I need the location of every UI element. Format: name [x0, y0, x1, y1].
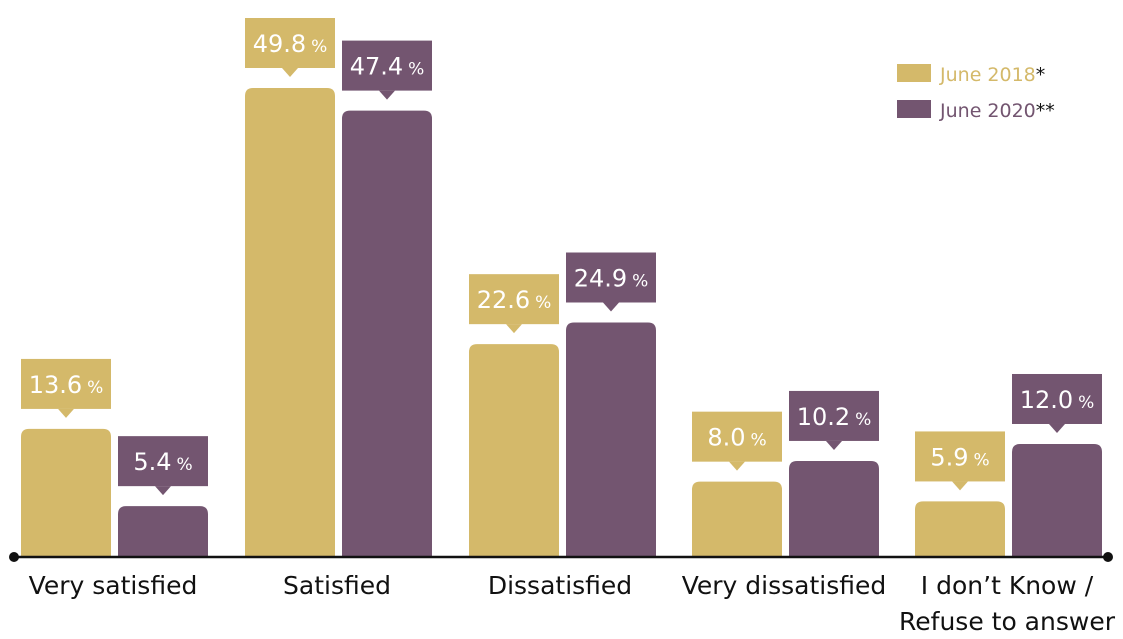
category-label-i-don-t-know-refuse-to-answer: I don’t Know / Refuse to answer — [899, 571, 1116, 636]
data-label-text: 47.4% — [350, 53, 425, 81]
data-label-unit: % — [974, 450, 990, 470]
data-label-pointer — [155, 486, 171, 496]
legend-series-name: June 2020 — [939, 100, 1036, 122]
data-label-unit: % — [632, 272, 648, 292]
data-label-unit: % — [1078, 393, 1094, 413]
data-label-pointer — [506, 324, 522, 334]
data-label-box — [566, 252, 656, 303]
data-label-june-2020-i-don-t-know-refuse-to-answer: 12.0% — [1012, 373, 1102, 433]
data-label-box — [789, 390, 879, 441]
data-label-text: 12.0% — [1020, 386, 1095, 414]
x-axis-left-end-dot — [9, 552, 19, 562]
data-label-june-2020-very-satisfied: 5.4% — [118, 436, 208, 496]
legend-footnote-marker: * — [1036, 64, 1046, 86]
data-label-box — [245, 18, 335, 68]
data-label-value: 8.0 — [707, 424, 745, 452]
data-label-text: 13.6% — [29, 371, 104, 399]
bar-june-2018-very-dissatisfied — [692, 481, 782, 557]
data-label-value: 5.9 — [930, 443, 968, 471]
data-label-pointer — [603, 302, 619, 312]
data-label-box — [469, 274, 559, 325]
data-label-unit: % — [751, 431, 767, 451]
data-label-june-2020-dissatisfied: 24.9% — [566, 252, 656, 312]
bar-june-2020-very-dissatisfied — [789, 460, 879, 557]
category-label-line: Refuse to answer — [899, 607, 1116, 636]
category-label-line: Dissatisfied — [488, 571, 632, 600]
bars-layer — [21, 88, 1102, 557]
x-axis-right-end-dot — [1103, 552, 1113, 562]
data-label-box — [692, 411, 782, 462]
data-label-value: 49.8 — [253, 30, 306, 58]
bar-june-2018-dissatisfied — [469, 344, 559, 557]
legend: June 2018*June 2020** — [897, 64, 1055, 122]
data-label-text: 5.9% — [930, 443, 989, 471]
data-label-unit: % — [408, 60, 424, 80]
data-label-pointer — [379, 90, 395, 100]
data-label-june-2018-satisfied: 49.8% — [245, 18, 335, 77]
category-label-line: Very satisfied — [29, 571, 198, 600]
legend-series-name: June 2018 — [939, 64, 1036, 86]
data-label-box — [118, 436, 208, 487]
data-label-unit: % — [177, 455, 193, 475]
data-label-text: 10.2% — [797, 403, 872, 431]
legend-swatch — [897, 100, 931, 118]
data-label-value: 22.6 — [477, 286, 530, 314]
data-label-unit: % — [855, 410, 871, 430]
data-label-pointer — [282, 68, 298, 77]
data-label-pointer — [58, 408, 74, 418]
bar-june-2020-satisfied — [342, 110, 432, 557]
data-label-value: 12.0 — [1020, 386, 1073, 414]
category-labels: Very satisfied Satisfied Dissatisfied Very … — [29, 571, 1116, 636]
data-label-unit: % — [535, 293, 551, 313]
legend-item-june-2020: June 2020** — [897, 100, 1055, 122]
bar-june-2020-dissatisfied — [566, 322, 656, 557]
category-label-satisfied: Satisfied — [283, 571, 391, 600]
category-label-dissatisfied: Dissatisfied — [488, 571, 632, 600]
legend-item-june-2018: June 2018* — [897, 64, 1045, 86]
data-label-value: 10.2 — [797, 403, 850, 431]
data-label-pointer — [729, 461, 745, 471]
data-label-text: 49.8% — [253, 30, 328, 58]
data-label-june-2020-very-dissatisfied: 10.2% — [789, 390, 879, 450]
data-label-value: 47.4 — [350, 53, 403, 81]
data-label-june-2018-i-don-t-know-refuse-to-answer: 5.9% — [915, 431, 1005, 491]
data-label-value: 13.6 — [29, 371, 82, 399]
data-label-box — [342, 40, 432, 91]
data-label-text: 24.9% — [574, 265, 649, 293]
data-label-text: 22.6% — [477, 286, 552, 314]
data-label-value: 24.9 — [574, 265, 627, 293]
bar-june-2020-i-don-t-know-refuse-to-answer — [1012, 443, 1102, 557]
bar-june-2020-very-satisfied — [118, 506, 208, 557]
data-label-value: 5.4 — [133, 448, 171, 476]
legend-label: June 2020** — [939, 100, 1055, 122]
category-label-very-dissatisfied: Very dissatisfied — [682, 571, 887, 600]
data-label-june-2020-satisfied: 47.4% — [342, 40, 432, 100]
data-label-text: 8.0% — [707, 424, 766, 452]
legend-footnote-marker: ** — [1036, 100, 1055, 122]
legend-label: June 2018* — [939, 64, 1045, 86]
category-label-line: I don’t Know / — [921, 571, 1094, 600]
legend-swatch — [897, 64, 931, 82]
category-label-line: Very dissatisfied — [682, 571, 887, 600]
data-label-box — [21, 358, 111, 409]
data-label-june-2018-very-satisfied: 13.6% — [21, 358, 111, 418]
category-label-line: Satisfied — [283, 571, 391, 600]
data-label-june-2018-dissatisfied: 22.6% — [469, 274, 559, 334]
data-label-pointer — [1049, 423, 1065, 433]
bar-june-2018-very-satisfied — [21, 428, 111, 557]
x-axis — [9, 552, 1113, 562]
data-label-box — [915, 431, 1005, 482]
bar-june-2018-satisfied — [245, 88, 335, 557]
data-label-pointer — [952, 481, 968, 491]
data-label-unit: % — [87, 378, 103, 398]
category-label-very-satisfied: Very satisfied — [29, 571, 198, 600]
data-labels-layer: 13.6 %49.8 %22.6 %8.0 %5.9 %5.4 %47.4 %24.9 %10.… — [21, 18, 1102, 496]
data-label-june-2018-very-dissatisfied: 8.0% — [692, 411, 782, 471]
data-label-text: 5.4% — [133, 448, 192, 476]
data-label-box — [1012, 373, 1102, 424]
bar-june-2018-i-don-t-know-refuse-to-answer — [915, 501, 1005, 557]
data-label-pointer — [826, 440, 842, 450]
data-label-unit: % — [311, 37, 327, 57]
